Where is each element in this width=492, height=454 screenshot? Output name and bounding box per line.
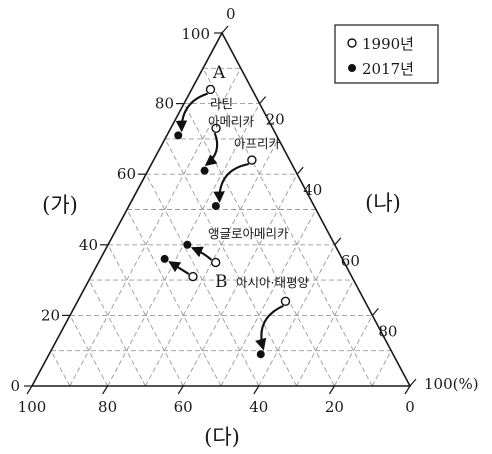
region-label: 아시아·태평양	[236, 275, 309, 290]
triangle-outline	[30, 31, 412, 387]
axis-name-ga: (가)	[42, 193, 78, 217]
point-2017	[160, 254, 169, 263]
grid-line-da-50	[126, 209, 222, 387]
legend-open-circle-marker	[347, 38, 357, 48]
tick-mark-da-100	[26, 385, 33, 395]
tick-label-na-80: 80	[378, 322, 397, 340]
tick-label-da-60: 60	[174, 398, 193, 416]
series-B: B	[160, 254, 228, 292]
tick-mark-na-20	[259, 96, 267, 104]
series-region-3: 앵글로아메리카	[183, 226, 289, 268]
tick-label-na-60: 60	[341, 252, 360, 270]
series-A: A	[174, 63, 226, 140]
point-1990	[210, 257, 221, 268]
tick-mark-na-100	[409, 378, 417, 387]
tick-label-da-80: 80	[98, 398, 117, 416]
point-2017	[174, 131, 183, 140]
point-2017	[183, 240, 192, 249]
grid-line-na-70	[296, 279, 354, 387]
legend: 1990년 2017년	[334, 24, 439, 84]
tick-label-na-40: 40	[303, 181, 322, 199]
tick-label-da-0: 0	[405, 398, 415, 416]
legend-filled-circle-marker	[348, 64, 356, 72]
trend-arrow	[168, 261, 190, 275]
trend-arrow	[190, 246, 213, 261]
point-2017	[200, 166, 209, 175]
trend-arrow	[255, 304, 284, 351]
grid-line-da-80	[69, 315, 108, 387]
grid-line-na-40	[182, 173, 298, 387]
trend-arrow	[204, 132, 219, 166]
point-1990	[247, 155, 257, 165]
axis-ticks: 0 0 100 20 20 80 40 40 60 60 60 40 80 80 20 100 100(%) 0	[10, 5, 478, 416]
grid-line-na-10	[69, 68, 242, 387]
tick-label-ga-20: 20	[41, 306, 60, 324]
tick-label-ga-100: 100	[181, 25, 210, 43]
triangle-frame	[30, 31, 412, 387]
axis-name-na: (나)	[365, 191, 401, 215]
axis-name-da: (다)	[204, 425, 240, 449]
tick-label-ga-40: 40	[79, 236, 98, 254]
point-2017	[256, 350, 265, 359]
grid-line-na-90	[371, 350, 392, 387]
point-2017	[211, 201, 220, 210]
grid-line-da-30	[164, 138, 297, 387]
grid	[50, 67, 392, 387]
grid-line-da-70	[88, 279, 146, 387]
point-1990	[211, 123, 221, 134]
tick-mark-na-0	[221, 25, 229, 34]
tick-label-na-0: 0	[226, 5, 236, 23]
tick-label-ga-60: 60	[117, 165, 136, 183]
tick-mark-da-0	[404, 385, 411, 395]
grid-line-na-60	[258, 244, 336, 387]
grid-line-da-90	[50, 350, 71, 387]
tick-label-na-100: 100(%)	[424, 375, 479, 393]
legend-label-2017: 2017년	[362, 60, 414, 78]
point-label-B: B	[215, 272, 228, 292]
tick-mark-da-40	[253, 385, 260, 395]
grid-line-da-10	[202, 68, 373, 387]
grid-line-na-50	[220, 209, 317, 387]
tick-mark-da-80	[102, 385, 109, 395]
tick-label-na-20: 20	[266, 111, 285, 129]
trend-arrow	[175, 92, 208, 133]
region-label: 라틴	[210, 96, 233, 111]
tick-label-ga-0: 0	[10, 377, 20, 395]
tick-mark-na-80	[371, 308, 379, 316]
region-label: 아메리카	[208, 114, 255, 129]
grid-line-na-80	[334, 315, 373, 387]
tick-label-da-20: 20	[325, 398, 344, 416]
tick-mark-da-20	[328, 385, 335, 395]
series-region-2: 아프리카	[211, 136, 281, 210]
region-label: 아프리카	[234, 136, 281, 151]
tick-mark-na-60	[334, 237, 342, 246]
region-label: 앵글로아메리카	[208, 226, 289, 241]
grid-line-da-60	[107, 244, 184, 387]
trend-arrow	[213, 162, 249, 203]
tick-mark-na-40	[296, 166, 304, 175]
legend-box	[334, 24, 439, 84]
grid-line-da-20	[183, 103, 335, 387]
tick-label-da-40: 40	[249, 398, 268, 416]
tick-label-da-100: 100	[18, 398, 47, 416]
point-1990	[188, 271, 198, 282]
series-region-5: 아시아·태평양	[236, 275, 309, 359]
point-1990	[280, 296, 291, 306]
tick-label-ga-80: 80	[155, 95, 174, 113]
point-1990	[205, 84, 216, 95]
tick-mark-da-60	[177, 385, 184, 395]
legend-label-1990: 1990년	[362, 35, 414, 53]
point-label-A: A	[212, 63, 226, 83]
